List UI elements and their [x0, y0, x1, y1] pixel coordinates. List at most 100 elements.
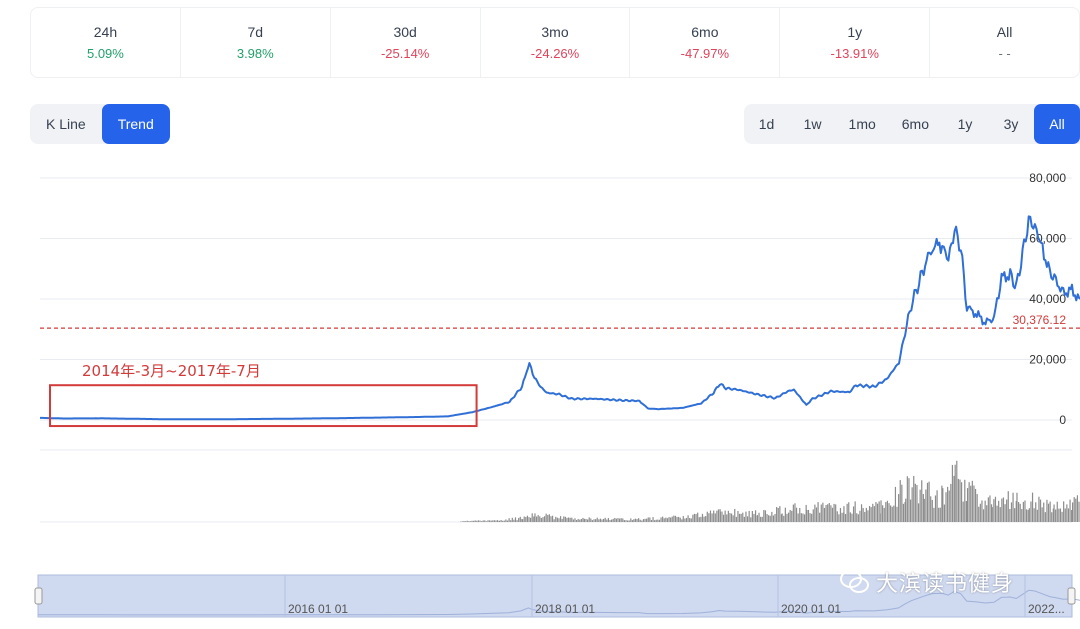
volume-bar	[905, 498, 907, 522]
volume-bar	[956, 460, 958, 522]
range-navigator[interactable]: 2016 01 01 2018 01 01 2020 01 01 2022...	[0, 570, 1080, 622]
volume-bar	[852, 506, 855, 522]
volume-bar	[564, 516, 566, 522]
volume-bar	[506, 520, 509, 522]
y-tick-label: 0	[1059, 413, 1066, 427]
volume-bar	[708, 513, 710, 522]
volume-bar	[587, 519, 589, 522]
volume-bar	[1075, 498, 1077, 522]
volume-bar	[908, 478, 910, 522]
volume-bar	[734, 508, 736, 522]
volume-bar	[612, 518, 614, 522]
volume-bar	[948, 490, 950, 522]
volume-bar	[711, 513, 713, 522]
volume-bar	[1019, 503, 1021, 522]
volume-bar	[617, 518, 619, 522]
x-tick-label: 2020	[768, 533, 795, 535]
volume-bar	[585, 518, 587, 522]
volume-bar	[1017, 502, 1020, 522]
volume-bar	[1078, 501, 1080, 522]
volume-bar	[485, 521, 488, 522]
volume-bar	[831, 507, 834, 522]
x-tick-label: 2016	[274, 533, 301, 535]
volume-bar	[1063, 501, 1065, 522]
volume-bar	[652, 517, 654, 522]
volume-bar	[777, 507, 779, 522]
volume-bar	[745, 511, 747, 522]
volume-bar	[591, 520, 594, 522]
volume-bar	[543, 516, 546, 522]
stat-value: -24.26%	[530, 46, 580, 61]
volume-bar	[986, 505, 988, 522]
volume-bar	[911, 487, 913, 522]
volume-bar	[738, 513, 741, 522]
range-6mo[interactable]: 6mo	[901, 116, 929, 132]
volume-bar	[817, 502, 819, 522]
range-1y[interactable]: 1y	[957, 116, 973, 132]
volume-bar	[859, 510, 861, 522]
volume-bar	[860, 504, 863, 522]
volume-bar	[714, 513, 716, 522]
volume-bar	[742, 512, 744, 522]
volume-bar	[979, 503, 981, 522]
volume-bar	[598, 519, 600, 522]
price-trend-chart[interactable]: 0 20,000 40,000 60,000 80,000 2015 2016 2017 201…	[0, 165, 1080, 535]
volume-bar	[534, 513, 536, 522]
volume-bar	[867, 510, 869, 522]
tab-kline[interactable]: K Line	[46, 116, 86, 132]
stat-all: All - -	[930, 8, 1079, 77]
volume-bar	[719, 511, 721, 522]
volume-bar	[902, 503, 905, 522]
stat-30d: 30d -25.14%	[331, 8, 481, 77]
volume-bar	[916, 485, 918, 522]
volume-bar	[771, 511, 773, 522]
volume-bar	[705, 516, 707, 522]
volume-bar	[1041, 507, 1043, 522]
volume-bar	[658, 519, 661, 522]
volume-bar	[936, 490, 938, 522]
volume-bar	[872, 503, 874, 522]
volume-bar	[490, 520, 492, 522]
range-1mo[interactable]: 1mo	[848, 116, 876, 132]
volume-bar	[460, 521, 462, 523]
range-3y[interactable]: 3y	[1003, 116, 1019, 132]
range-all[interactable]: All	[1034, 104, 1080, 144]
volume-bar	[750, 517, 752, 522]
volume-bar	[463, 520, 465, 522]
volume-bar	[981, 500, 983, 522]
range-1w[interactable]: 1w	[803, 116, 822, 132]
volume-bar	[857, 514, 859, 522]
navigator-handle-right[interactable]	[1067, 587, 1076, 605]
volume-bar	[547, 514, 549, 522]
volume-bar	[820, 504, 822, 522]
reference-line-label: 30,376.12	[1013, 313, 1067, 327]
volume-bar	[528, 517, 530, 522]
y-tick-label: 40,000	[1029, 292, 1066, 306]
volume-bar	[954, 464, 956, 522]
price-line	[40, 215, 1080, 421]
volume-bar	[559, 516, 562, 522]
volume-bar	[928, 481, 930, 522]
volume-bar	[1067, 508, 1070, 522]
navigator-handle-left[interactable]	[34, 587, 43, 605]
navigator-track	[37, 574, 1073, 618]
volume-bar	[885, 502, 887, 522]
volume-bar	[760, 516, 762, 522]
stat-label: All	[996, 24, 1013, 40]
volume-bar	[513, 519, 515, 522]
volume-bar	[525, 516, 527, 522]
volume-bar	[619, 518, 621, 522]
volume-bar	[957, 478, 959, 522]
x-tick-label: 2018	[521, 533, 548, 535]
volume-bar	[611, 519, 613, 522]
tab-trend[interactable]: Trend	[101, 104, 170, 144]
stat-label: 6mo	[691, 24, 719, 40]
volume-bar	[836, 511, 838, 522]
volume-bar	[1059, 508, 1062, 522]
volume-bar	[732, 515, 734, 522]
volume-bar	[893, 505, 895, 522]
volume-bar	[1049, 501, 1051, 522]
range-1d[interactable]: 1d	[758, 116, 775, 132]
volume-bar	[1055, 509, 1057, 522]
volume-bar	[802, 513, 804, 522]
